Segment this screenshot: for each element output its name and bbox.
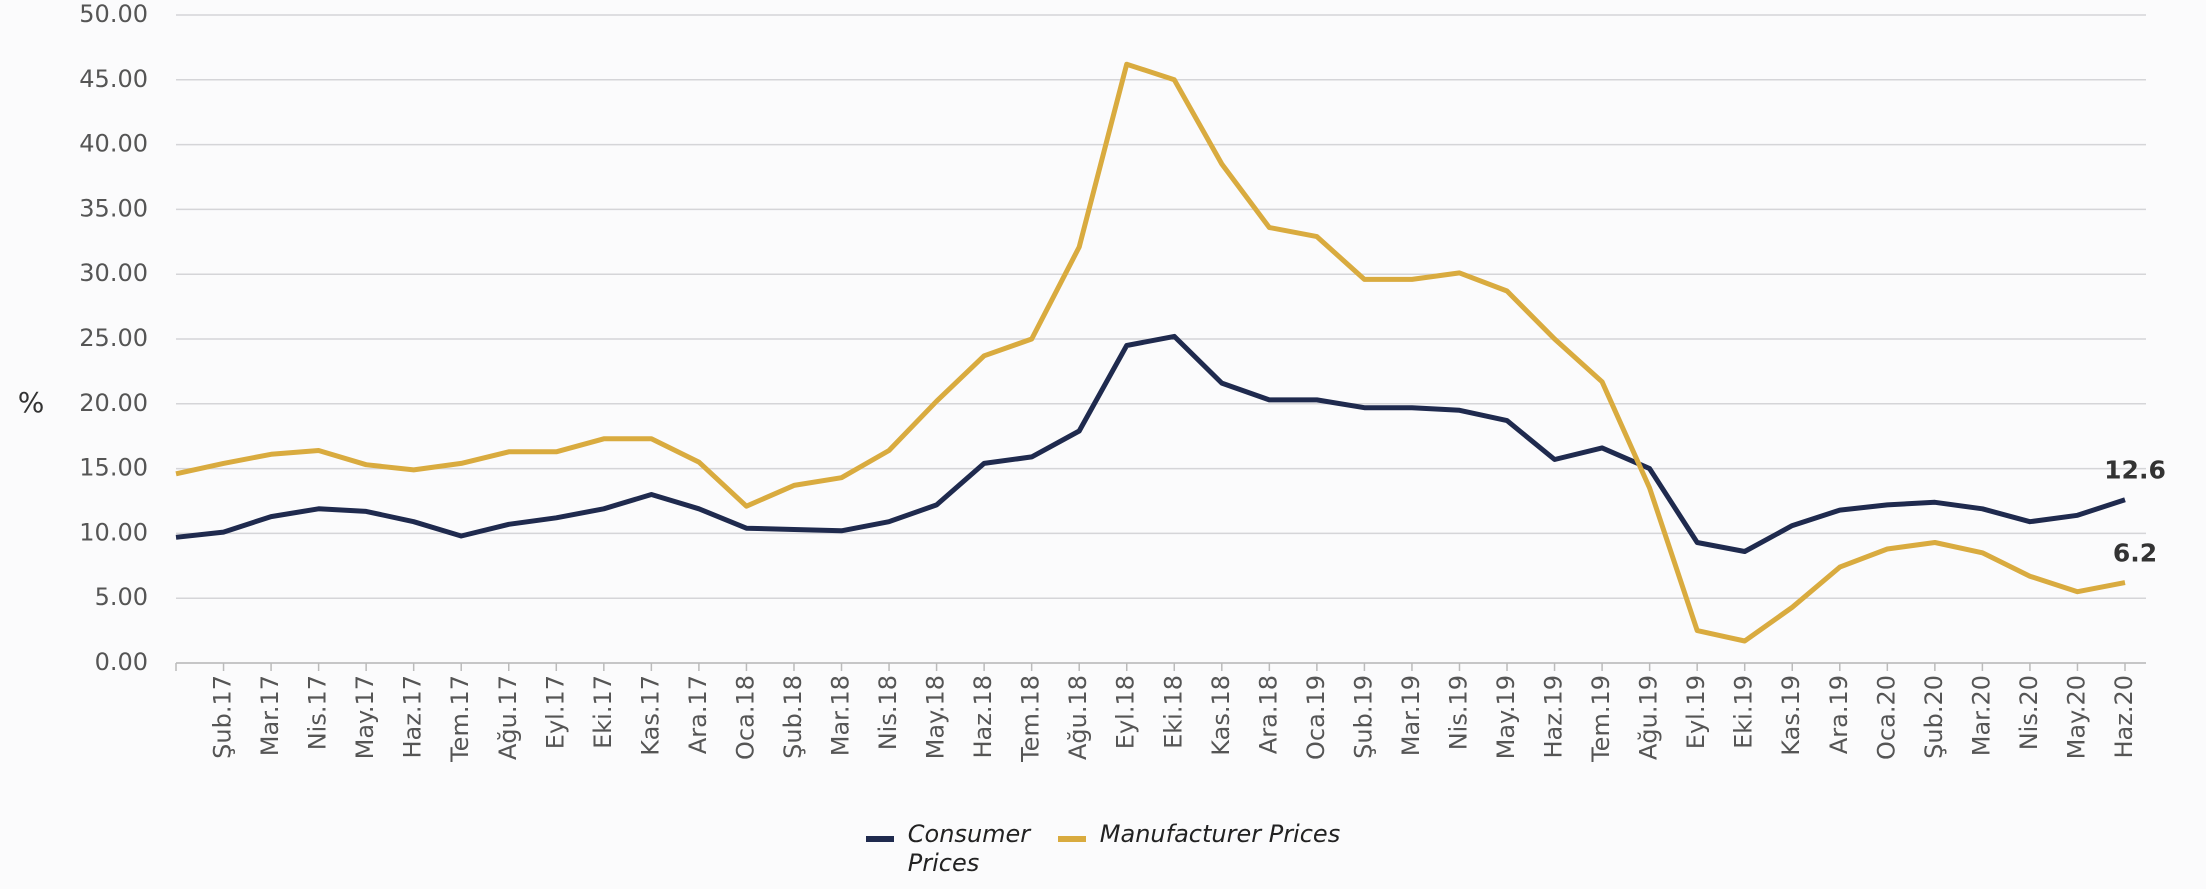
x-tick-label: Ağu.18 [1064, 675, 1092, 760]
x-tick-label: Şub.19 [1349, 675, 1377, 759]
x-tick-label: Ağu.17 [494, 675, 522, 760]
y-tick-label: 20.00 [79, 389, 148, 417]
x-tick-label: Şub.17 [209, 675, 237, 759]
legend-label: Consumer Prices [907, 820, 1031, 877]
series-line [175, 61, 2126, 644]
x-tick-label: Kas.18 [1207, 675, 1235, 756]
x-tick-label: Kas.19 [1777, 675, 1805, 756]
series-line [175, 333, 2126, 554]
x-tick-label: Nis.18 [874, 675, 902, 750]
x-tick-label: Eyl.17 [541, 675, 569, 749]
x-tick-label: Şub.20 [1920, 675, 1948, 759]
x-tick-label: Eyl.18 [1112, 675, 1140, 749]
x-tick-label: Eki.19 [1730, 675, 1758, 749]
data-label: 12.6 [2104, 456, 2166, 485]
y-tick-label: 10.00 [79, 518, 148, 546]
x-tick-label: Eki.17 [589, 675, 617, 749]
legend-item: Consumer Prices [865, 820, 1031, 878]
x-tick-label: May.18 [922, 675, 950, 759]
x-tick-label: Kas.17 [636, 675, 664, 756]
x-tick-label: Nis.17 [304, 675, 332, 750]
data-label: 6.2 [2113, 539, 2157, 568]
x-tick-label: Haz.19 [1540, 675, 1568, 759]
x-tick-label: Ara.17 [684, 675, 712, 754]
x-tick-label: Ara.18 [1254, 675, 1282, 754]
y-tick-label: 35.00 [79, 194, 148, 222]
x-tick-label: Tem.19 [1587, 675, 1615, 763]
x-tick-label: Tem.18 [1017, 675, 1045, 763]
legend-swatch [1057, 836, 1086, 842]
legend: Consumer Prices Manufacturer Prices [0, 820, 2206, 878]
legend-item: Manufacturer Prices [1057, 820, 1341, 878]
x-tick-label: Ara.19 [1825, 675, 1853, 754]
x-tick-label: Haz.18 [969, 675, 997, 759]
x-tick-label: Nis.19 [1444, 675, 1472, 750]
x-tick-label: Mar.20 [1967, 675, 1995, 756]
y-tick-label: 15.00 [79, 454, 148, 482]
y-tick-label: 0.00 [95, 648, 148, 676]
x-tick-label: Tem.17 [446, 675, 474, 763]
x-tick-label: Mar.19 [1397, 675, 1425, 756]
legend-label: Manufacturer Prices [1099, 820, 1341, 848]
y-tick-label: 45.00 [79, 65, 148, 93]
x-tick-label: Nis.20 [2015, 675, 2043, 750]
x-tick-label: Oca.19 [1302, 675, 1330, 760]
x-tick-label: Mar.17 [256, 675, 284, 756]
x-tick-label: Haz.20 [2110, 675, 2138, 759]
y-tick-label: 25.00 [79, 324, 148, 352]
x-tick-label: Şub.18 [779, 675, 807, 759]
x-tick-label: Mar.18 [827, 675, 855, 756]
x-tick-label: Ağu.19 [1635, 675, 1663, 760]
x-tick-label: Haz.17 [399, 675, 427, 759]
x-tick-label: May.20 [2062, 675, 2090, 759]
x-tick-label: Eyl.19 [1682, 675, 1710, 749]
y-tick-label: 40.00 [79, 130, 148, 158]
y-tick-label: 30.00 [79, 259, 148, 287]
x-tick-label: Oca.18 [731, 675, 759, 760]
y-tick-label: 50.00 [79, 0, 148, 28]
x-tick-label: Eki.18 [1159, 675, 1187, 749]
x-tick-label: May.19 [1492, 675, 1520, 759]
y-axis-label: % [18, 386, 45, 419]
y-tick-label: 5.00 [95, 583, 148, 611]
x-tick-label: Oca.20 [1872, 675, 1900, 760]
x-tick-label: May.17 [351, 675, 379, 759]
legend-swatch [865, 836, 894, 842]
